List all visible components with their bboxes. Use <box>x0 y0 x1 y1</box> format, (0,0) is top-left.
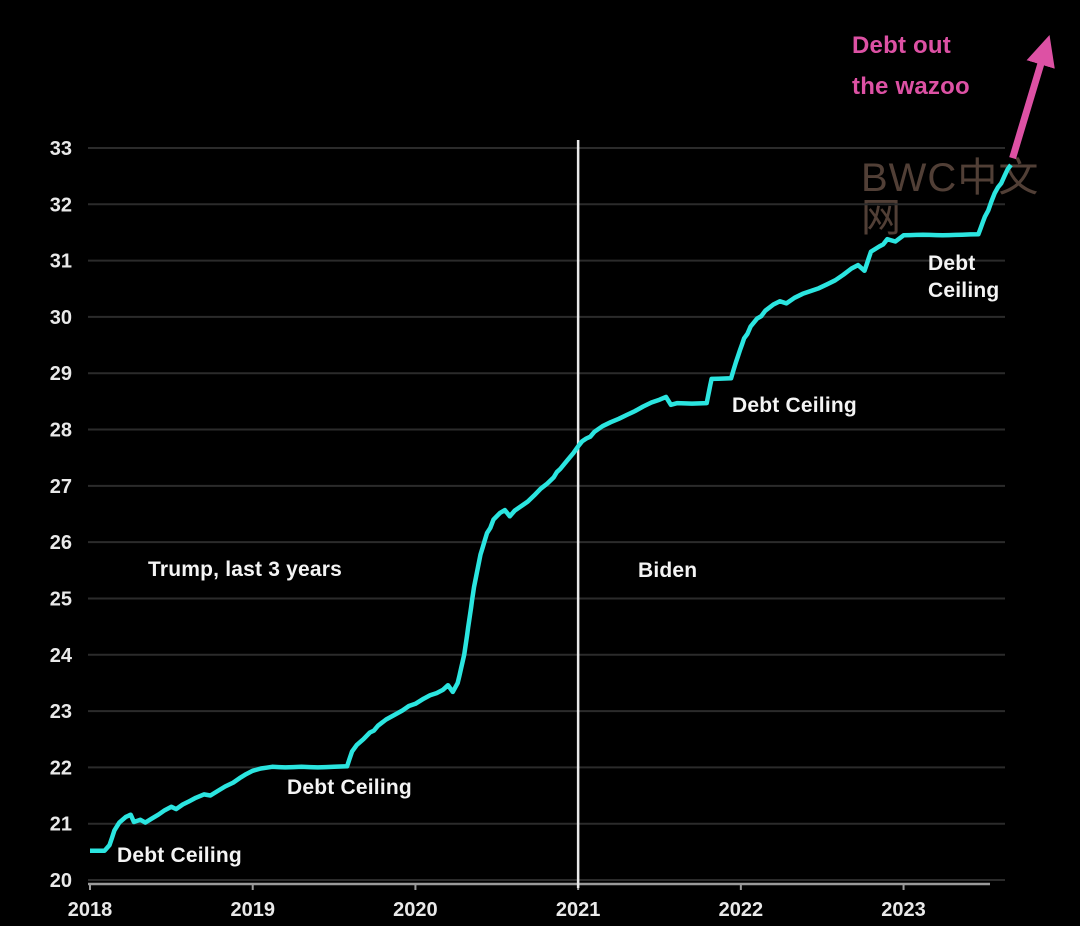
debt-line <box>90 163 1013 853</box>
y-tick-label: 30 <box>50 307 72 329</box>
y-tick-label: 28 <box>50 420 72 442</box>
y-tick-label: 26 <box>50 532 72 554</box>
annotation-debt-ceiling-2019: Debt Ceiling <box>287 776 412 799</box>
annotation-debt-ceiling-2023: Debt Ceiling <box>928 250 999 304</box>
x-tick-label: 2023 <box>881 899 926 921</box>
debt-arrow <box>1009 34 1055 160</box>
annotation-debt-ceiling-2021: Debt Ceiling <box>732 394 857 417</box>
annotation-biden: Biden <box>638 559 698 582</box>
annotation-wazoo-line2: the wazoo <box>852 73 970 100</box>
annotation-debt-ceiling-2018: Debt Ceiling <box>117 844 242 867</box>
annotation-debt-ceiling-2023-line1: Debt <box>928 252 976 275</box>
y-tick-label: 25 <box>50 588 72 610</box>
x-tick-label: 2020 <box>393 899 438 921</box>
y-tick-label: 24 <box>50 645 73 667</box>
y-tick-label: 31 <box>50 251 72 273</box>
x-tick-label: 2019 <box>230 899 275 921</box>
annotation-debt-out-the-wazoo: Debt out the wazoo <box>852 25 970 107</box>
annotation-wazoo-line1: Debt out <box>852 32 951 59</box>
y-tick-label: 27 <box>50 476 72 498</box>
y-tick-label: 22 <box>50 757 72 779</box>
x-tick-label: 2018 <box>68 899 113 921</box>
y-tick-label: 29 <box>50 363 72 385</box>
annotation-trump: Trump, last 3 years <box>148 558 343 581</box>
annotation-debt-ceiling-2023-line2: Ceiling <box>928 279 1000 302</box>
y-tick-label: 21 <box>50 814 72 836</box>
x-tick-label: 2021 <box>556 899 601 921</box>
y-tick-label: 23 <box>50 701 72 723</box>
y-tick-label: 33 <box>50 138 72 160</box>
y-tick-label: 20 <box>50 870 72 892</box>
x-tick-label: 2022 <box>719 899 764 921</box>
y-tick-label: 32 <box>50 194 72 216</box>
